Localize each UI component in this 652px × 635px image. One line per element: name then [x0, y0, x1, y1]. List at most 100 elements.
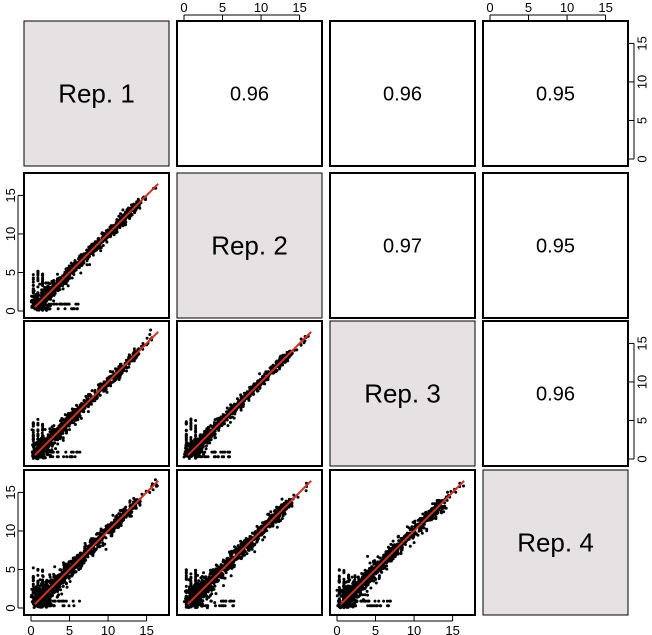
data-point	[67, 604, 71, 608]
data-point	[120, 371, 124, 375]
data-point	[99, 529, 103, 533]
data-point	[50, 594, 54, 598]
data-point	[206, 425, 210, 429]
data-point	[36, 423, 40, 427]
data-point	[194, 424, 198, 428]
data-point	[68, 428, 71, 432]
data-point	[36, 457, 40, 461]
data-point	[65, 585, 69, 589]
data-point	[201, 435, 205, 439]
data-point	[219, 563, 223, 567]
data-point	[86, 393, 90, 396]
data-point	[48, 450, 52, 454]
data-point	[228, 564, 232, 568]
data-point	[216, 455, 220, 459]
data-point	[36, 445, 40, 449]
data-point	[36, 428, 40, 432]
data-point	[135, 200, 139, 204]
data-point	[48, 573, 52, 577]
diagonal-panel-frame	[23, 20, 170, 167]
data-point	[68, 580, 72, 583]
data-point	[189, 442, 193, 446]
data-point	[209, 599, 213, 603]
data-point	[41, 455, 45, 459]
data-point	[201, 592, 205, 596]
data-point	[97, 541, 101, 545]
data-point	[214, 563, 218, 567]
data-point	[64, 282, 68, 286]
data-point	[31, 566, 35, 570]
data-point	[225, 406, 229, 410]
data-point	[219, 450, 223, 454]
data-point	[295, 348, 299, 352]
data-point	[184, 596, 188, 600]
data-point	[190, 587, 194, 591]
scatter-panel-3-1	[23, 320, 170, 467]
data-point	[194, 419, 198, 422]
data-point	[242, 391, 246, 395]
data-point	[263, 535, 266, 539]
data-point	[65, 267, 69, 271]
data-point	[242, 403, 245, 406]
data-point	[36, 270, 40, 274]
data-point	[49, 297, 52, 301]
data-point	[51, 455, 55, 459]
correlation-value: 0.96	[536, 384, 575, 406]
data-point	[213, 601, 217, 605]
data-point	[38, 282, 42, 286]
data-point	[242, 539, 246, 543]
data-point	[184, 445, 188, 448]
data-point	[48, 435, 52, 439]
data-point	[48, 427, 52, 431]
data-point	[208, 594, 212, 597]
data-point	[60, 592, 64, 596]
data-point	[69, 261, 73, 265]
data-point	[195, 604, 199, 608]
data-point	[51, 284, 55, 287]
data-point	[232, 402, 236, 406]
data-point	[73, 455, 77, 459]
data-point	[101, 543, 105, 547]
data-point	[90, 389, 94, 393]
diagonal-panel-rep-4: Rep. 4	[482, 469, 629, 616]
data-point	[53, 565, 57, 569]
data-point	[101, 244, 105, 247]
data-point	[31, 295, 35, 299]
data-point	[80, 401, 84, 405]
data-point	[88, 551, 92, 555]
data-point	[31, 428, 35, 432]
data-point	[105, 525, 109, 529]
data-point	[36, 417, 40, 421]
data-point	[258, 372, 262, 376]
data-point	[56, 455, 60, 459]
data-point	[125, 366, 129, 370]
data-point	[36, 573, 40, 577]
data-point	[62, 604, 66, 608]
data-point	[47, 302, 51, 306]
data-point	[51, 450, 55, 454]
data-point	[213, 450, 217, 454]
data-point	[74, 417, 78, 421]
data-point	[200, 578, 204, 582]
data-point	[260, 532, 264, 536]
data-point	[79, 271, 83, 275]
data-point	[231, 604, 235, 608]
data-point	[41, 425, 45, 429]
data-point	[78, 551, 82, 555]
data-point	[108, 370, 112, 373]
data-point	[214, 604, 217, 608]
data-point	[36, 587, 40, 591]
data-point	[41, 301, 45, 305]
data-point	[211, 568, 215, 572]
data-point	[113, 228, 117, 232]
data-point	[243, 550, 247, 553]
data-point	[221, 574, 225, 578]
data-point	[184, 584, 188, 588]
data-point	[55, 595, 59, 599]
data-point	[209, 438, 213, 442]
data-point	[206, 604, 210, 608]
data-point	[229, 574, 233, 578]
correlation-value: 0.96	[230, 84, 269, 106]
data-point	[287, 505, 291, 509]
